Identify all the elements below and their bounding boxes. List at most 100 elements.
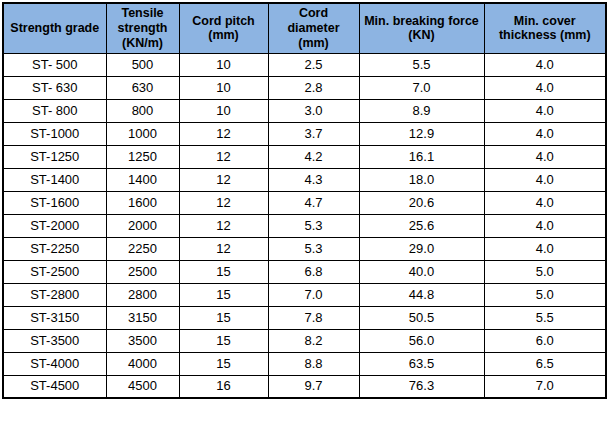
table-cell: 6.8 xyxy=(268,260,359,283)
table-row: ST-28002800157.044.85.0 xyxy=(3,283,606,306)
table-row: ST-31503150157.850.55.5 xyxy=(3,306,606,329)
header-row: Strength gradeTensile strength (KN/m)Cor… xyxy=(3,3,606,53)
table-cell: 50.5 xyxy=(359,306,484,329)
table-cell: 12 xyxy=(179,145,268,168)
table-cell: 3.7 xyxy=(268,122,359,145)
table-cell: 8.8 xyxy=(268,352,359,375)
table-header: Strength gradeTensile strength (KN/m)Cor… xyxy=(3,3,606,53)
table-cell: 5.3 xyxy=(268,237,359,260)
table-cell: ST-3500 xyxy=(3,329,106,352)
table-body: ST- 500500102.55.54.0ST- 630630102.87.04… xyxy=(3,53,606,398)
table-cell: 44.8 xyxy=(359,283,484,306)
table-row: ST-40004000158.863.56.5 xyxy=(3,352,606,375)
table-row: ST-20002000125.325.64.0 xyxy=(3,214,606,237)
table-cell: 15 xyxy=(179,260,268,283)
table-cell: 3.0 xyxy=(268,99,359,122)
table-cell: 16 xyxy=(179,375,268,398)
table-cell: 15 xyxy=(179,329,268,352)
column-header: Cord diameter (mm) xyxy=(268,3,359,53)
table-row: ST-14001400124.318.04.0 xyxy=(3,168,606,191)
table-cell: 2800 xyxy=(106,283,179,306)
table-cell: 18.0 xyxy=(359,168,484,191)
table-cell: ST-1600 xyxy=(3,191,106,214)
table-cell: 4.0 xyxy=(484,76,606,99)
table-cell: 4.0 xyxy=(484,99,606,122)
table-cell: 4.2 xyxy=(268,145,359,168)
table-cell: 40.0 xyxy=(359,260,484,283)
column-header: Min. breaking force (KN) xyxy=(359,3,484,53)
table-cell: 15 xyxy=(179,306,268,329)
table-cell: ST-3150 xyxy=(3,306,106,329)
table-cell: ST-2500 xyxy=(3,260,106,283)
table-cell: 12 xyxy=(179,122,268,145)
table-cell: 8.9 xyxy=(359,99,484,122)
table-cell: ST- 500 xyxy=(3,53,106,76)
table-cell: 2.8 xyxy=(268,76,359,99)
table-cell: 4.3 xyxy=(268,168,359,191)
table-row: ST-12501250124.216.14.0 xyxy=(3,145,606,168)
table-cell: 56.0 xyxy=(359,329,484,352)
table-cell: 7.8 xyxy=(268,306,359,329)
table-row: ST-22502250125.329.04.0 xyxy=(3,237,606,260)
table-cell: 500 xyxy=(106,53,179,76)
table-cell: 2500 xyxy=(106,260,179,283)
table-cell: 7.0 xyxy=(359,76,484,99)
table-cell: 15 xyxy=(179,283,268,306)
table-cell: 4500 xyxy=(106,375,179,398)
table-row: ST- 630630102.87.04.0 xyxy=(3,76,606,99)
table-cell: 7.0 xyxy=(484,375,606,398)
table-cell: 4.0 xyxy=(484,122,606,145)
column-header: Strength grade xyxy=(3,3,106,53)
table-cell: 5.5 xyxy=(484,306,606,329)
table-cell: 6.0 xyxy=(484,329,606,352)
table-cell: 3150 xyxy=(106,306,179,329)
column-header: Tensile strength (KN/m) xyxy=(106,3,179,53)
column-header: Cord pitch (mm) xyxy=(179,3,268,53)
table-cell: 4000 xyxy=(106,352,179,375)
table-cell: ST-1000 xyxy=(3,122,106,145)
table-cell: 7.0 xyxy=(268,283,359,306)
table-cell: ST-1250 xyxy=(3,145,106,168)
table-cell: 4.0 xyxy=(484,237,606,260)
table-cell: 12 xyxy=(179,237,268,260)
table-cell: ST-2000 xyxy=(3,214,106,237)
table-cell: 12 xyxy=(179,191,268,214)
table-cell: 1250 xyxy=(106,145,179,168)
table-cell: 4.0 xyxy=(484,168,606,191)
table-cell: 1000 xyxy=(106,122,179,145)
table-cell: 8.2 xyxy=(268,329,359,352)
table-cell: 5.3 xyxy=(268,214,359,237)
table-cell: 5.5 xyxy=(359,53,484,76)
table-cell: ST-4000 xyxy=(3,352,106,375)
table-cell: 6.5 xyxy=(484,352,606,375)
table-cell: ST- 630 xyxy=(3,76,106,99)
table-cell: ST-2800 xyxy=(3,283,106,306)
table-cell: 16.1 xyxy=(359,145,484,168)
table-cell: 15 xyxy=(179,352,268,375)
table-cell: 4.0 xyxy=(484,53,606,76)
table-cell: ST-1400 xyxy=(3,168,106,191)
table-cell: 2000 xyxy=(106,214,179,237)
table-cell: 4.0 xyxy=(484,191,606,214)
strength-grade-table: Strength gradeTensile strength (KN/m)Cor… xyxy=(2,2,607,399)
table-cell: 1400 xyxy=(106,168,179,191)
table-cell: 12 xyxy=(179,168,268,191)
table-cell: 10 xyxy=(179,99,268,122)
table-cell: 800 xyxy=(106,99,179,122)
table-cell: ST-4500 xyxy=(3,375,106,398)
table-cell: 12 xyxy=(179,214,268,237)
table-container: Strength gradeTensile strength (KN/m)Cor… xyxy=(2,2,607,399)
table-row: ST-45004500169.776.37.0 xyxy=(3,375,606,398)
table-cell: 12.9 xyxy=(359,122,484,145)
table-cell: 5.0 xyxy=(484,283,606,306)
table-cell: 29.0 xyxy=(359,237,484,260)
column-header: Min. cover thickness (mm) xyxy=(484,3,606,53)
table-cell: 10 xyxy=(179,76,268,99)
table-cell: 4.0 xyxy=(484,214,606,237)
table-cell: 10 xyxy=(179,53,268,76)
table-cell: 76.3 xyxy=(359,375,484,398)
table-cell: 1600 xyxy=(106,191,179,214)
table-cell: 4.7 xyxy=(268,191,359,214)
table-cell: 2.5 xyxy=(268,53,359,76)
table-row: ST-16001600124.720.64.0 xyxy=(3,191,606,214)
